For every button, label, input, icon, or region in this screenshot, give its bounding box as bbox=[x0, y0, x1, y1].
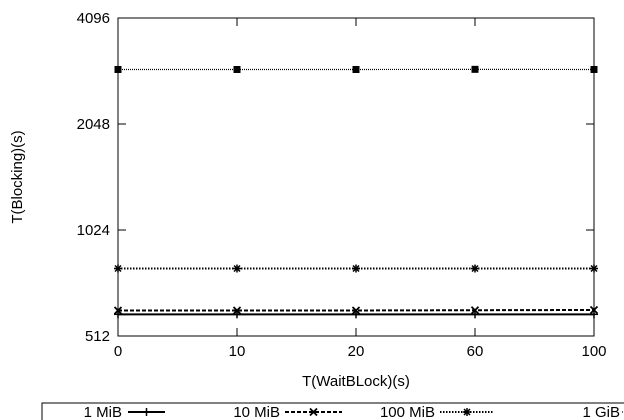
legend-item: 10 MiB bbox=[233, 404, 342, 420]
x-tick-label: 0 bbox=[114, 343, 122, 360]
x-tick-label: 20 bbox=[348, 343, 365, 360]
legend-label: 1 MiB bbox=[84, 404, 122, 420]
x-tick-label: 100 bbox=[581, 343, 606, 360]
legend-item: 100 MiB bbox=[380, 404, 494, 420]
plot-frame bbox=[118, 18, 594, 336]
x-tick-label: 10 bbox=[229, 343, 246, 360]
data-point bbox=[472, 66, 479, 73]
data-point bbox=[353, 66, 360, 73]
x-axis-label: T(WaitBLock)(s) bbox=[302, 373, 410, 390]
y-tick-label: 4096 bbox=[77, 10, 110, 27]
legend-label: 100 MiB bbox=[380, 404, 435, 420]
y-tick-label: 1024 bbox=[77, 222, 110, 239]
data-point bbox=[115, 66, 122, 73]
legend: 1 MiB 10 MiB 100 MiB 1 GiB bbox=[42, 403, 624, 420]
series-layer bbox=[114, 66, 598, 318]
data-point bbox=[591, 66, 598, 73]
legend-item: 1 GiB bbox=[582, 404, 624, 420]
x-tick-label: 60 bbox=[467, 343, 484, 360]
legend-label: 1 GiB bbox=[582, 404, 620, 420]
y-tick-label: 2048 bbox=[77, 116, 110, 133]
y-axis: 512 1024 2048 4096 bbox=[77, 10, 594, 345]
legend-item: 1 MiB bbox=[84, 404, 165, 420]
y-axis-label: T(Blocking)(s) bbox=[9, 130, 26, 223]
legend-label: 10 MiB bbox=[233, 404, 280, 420]
series-2 bbox=[114, 265, 598, 273]
data-point bbox=[234, 66, 241, 73]
series-3 bbox=[115, 66, 598, 73]
y-tick-label: 512 bbox=[85, 328, 110, 345]
